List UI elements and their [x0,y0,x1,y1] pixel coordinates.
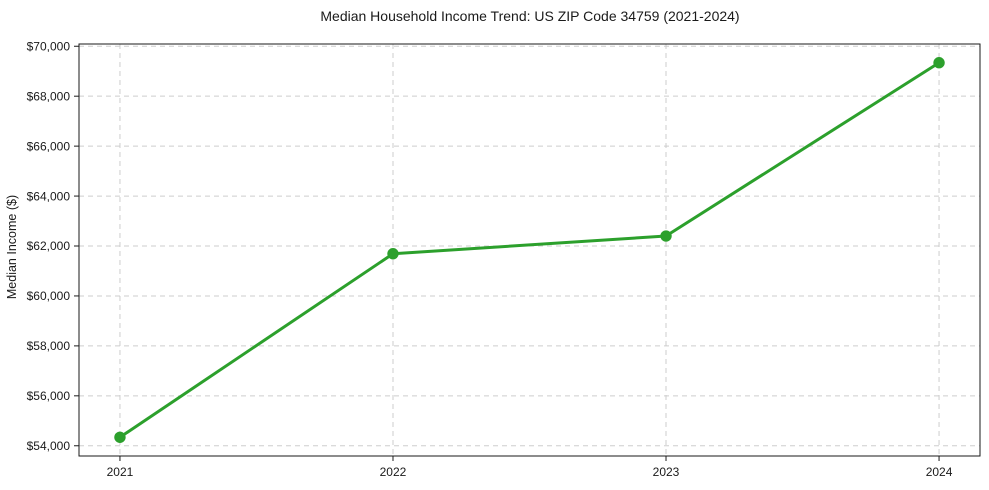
data-point [660,230,672,242]
x-tick-label: 2022 [380,465,407,479]
y-tick-label: $62,000 [27,239,71,253]
x-tick-label: 2023 [653,465,680,479]
y-tick-label: $64,000 [27,189,71,203]
data-point [933,57,945,69]
y-tick-label: $68,000 [27,89,71,103]
y-tick-label: $56,000 [27,389,71,403]
x-tick-label: 2024 [926,465,953,479]
y-tick-label: $58,000 [27,339,71,353]
data-point [114,431,126,443]
y-tick-label: $54,000 [27,439,71,453]
plot-border [78,43,981,457]
y-tick-label: $60,000 [27,289,71,303]
chart-title: Median Household Income Trend: US ZIP Co… [320,8,740,24]
y-tick-label: $66,000 [27,139,71,153]
data-point [387,248,399,260]
y-tick-label: $70,000 [27,39,71,53]
trend-line [118,61,941,439]
x-tick-label: 2021 [107,465,134,479]
y-axis-label: Median Income ($) [5,195,19,299]
